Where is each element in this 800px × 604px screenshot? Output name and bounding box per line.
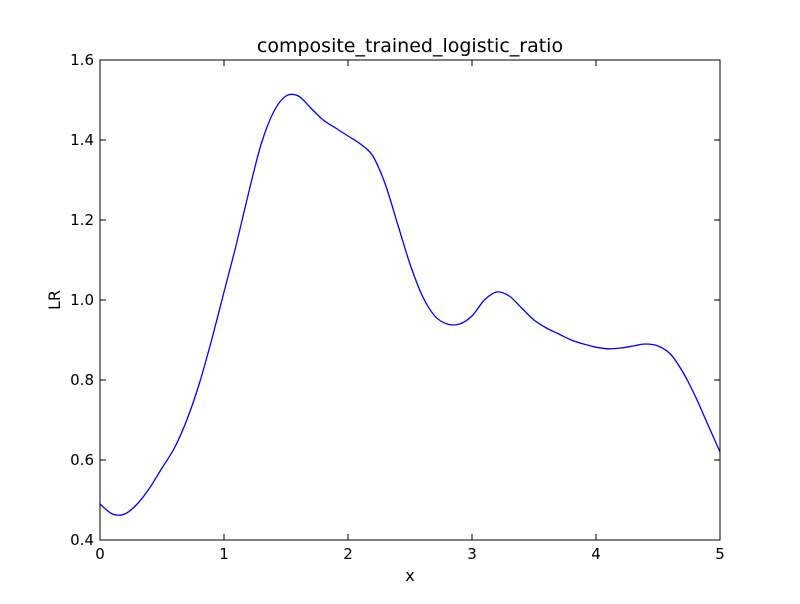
chart-title: composite_trained_logistic_ratio <box>257 35 563 57</box>
x-axis-ticks: 0 1 2 3 4 5 <box>95 60 725 563</box>
x-axis-label: x <box>405 566 414 585</box>
y-tick-label: 0.8 <box>70 371 94 389</box>
y-tick-label: 0.6 <box>70 451 94 469</box>
y-tick-label: 1.4 <box>70 131 94 149</box>
y-tick-label: 1.6 <box>70 51 94 69</box>
x-tick-label: 1 <box>219 545 229 563</box>
x-tick-label: 0 <box>95 545 105 563</box>
x-tick-label: 2 <box>343 545 353 563</box>
plot-area-frame <box>99 59 721 541</box>
y-tick-label: 1.2 <box>70 211 94 229</box>
x-tick-label: 5 <box>715 545 725 563</box>
x-tick-label: 4 <box>591 545 601 563</box>
y-axis-label: LR <box>45 290 64 310</box>
series-line <box>99 93 721 516</box>
y-tick-label: 1.0 <box>70 291 94 309</box>
series-layer <box>99 93 721 516</box>
y-axis-ticks: 0.4 0.6 0.8 1.0 1.2 1.4 1.6 <box>70 51 720 549</box>
y-tick-label: 0.4 <box>70 531 94 549</box>
x-tick-label: 3 <box>467 545 477 563</box>
